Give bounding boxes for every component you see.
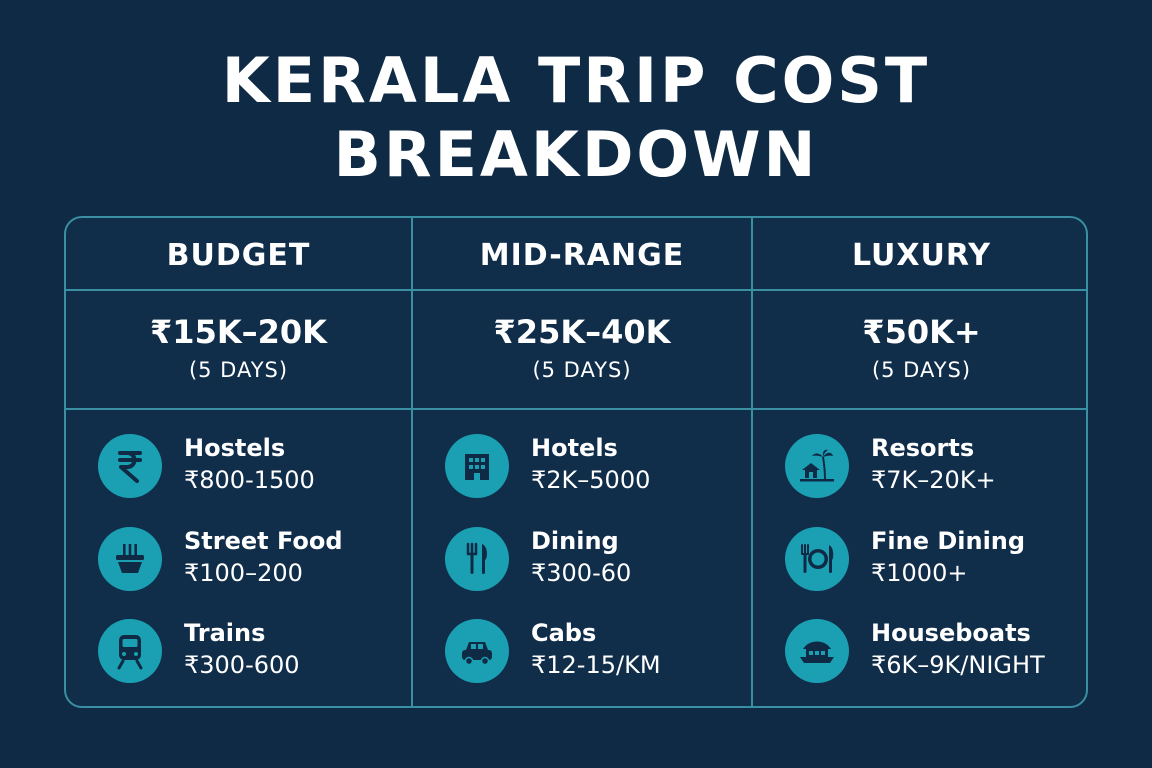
resort-palm-icon xyxy=(785,434,849,498)
item-name: Dining xyxy=(531,527,619,555)
rupee-icon xyxy=(98,434,162,498)
tier-price: ₹15K–20K xyxy=(150,313,327,351)
fine-dining-plate-icon xyxy=(785,527,849,591)
tier-price: ₹25K–40K xyxy=(493,313,671,351)
tier-duration: (5 DAYS) xyxy=(188,358,289,382)
cost-item-houseboats: Houseboats ₹6K–9K/NIGHT xyxy=(785,619,1085,687)
cost-item-fine-dining: Fine Dining ₹1000+ xyxy=(785,527,1085,595)
page-title-line-1: KERALA TRIP COST xyxy=(221,44,931,117)
item-name: Trains xyxy=(184,619,266,647)
tier-price: ₹50K+ xyxy=(862,313,981,351)
cost-breakdown-table: BUDGET ₹15K–20K (5 DAYS) Hostels ₹800-15… xyxy=(64,216,1088,708)
item-name: Hotels xyxy=(531,434,618,462)
item-name: Street Food xyxy=(184,527,343,555)
cutlery-icon xyxy=(445,527,509,591)
item-name: Hostels xyxy=(184,434,286,462)
item-name: Cabs xyxy=(531,619,597,647)
item-price: ₹800-1500 xyxy=(184,466,315,494)
cost-item-dining: Dining ₹300-60 xyxy=(445,527,745,595)
item-price: ₹6K–9K/NIGHT xyxy=(871,651,1045,679)
tier-name: LUXURY xyxy=(851,238,992,273)
tier-luxury: LUXURY ₹50K+ (5 DAYS) Resorts ₹7K–20K+ xyxy=(753,218,1086,706)
item-price: ₹100–200 xyxy=(184,559,303,587)
item-price: ₹2K–5000 xyxy=(531,466,651,494)
tier-name: BUDGET xyxy=(166,238,311,273)
column-divider-1 xyxy=(411,218,413,706)
tier-duration: (5 DAYS) xyxy=(532,358,632,382)
item-price: ₹12-15/KM xyxy=(531,651,661,679)
cost-item-cabs: Cabs ₹12-15/KM xyxy=(445,619,745,687)
page-title-line-2: BREAKDOWN xyxy=(333,118,819,191)
hotel-icon xyxy=(445,434,509,498)
item-price: ₹1000+ xyxy=(871,559,968,587)
tier-name: MID-RANGE xyxy=(479,238,685,273)
item-price: ₹300-60 xyxy=(531,559,632,587)
tier-mid-range: MID-RANGE ₹25K–40K (5 DAYS) Hotels ₹2K–5… xyxy=(413,218,751,706)
street-food-icon xyxy=(98,527,162,591)
item-price: ₹300-600 xyxy=(184,651,300,679)
header-divider xyxy=(66,289,1086,291)
cost-item-street-food: Street Food ₹100–200 xyxy=(98,527,398,595)
column-divider-2 xyxy=(751,218,753,706)
price-divider xyxy=(66,408,1086,410)
cost-item-trains: Trains ₹300-600 xyxy=(98,619,398,687)
train-icon xyxy=(98,619,162,683)
cost-item-hotels: Hotels ₹2K–5000 xyxy=(445,434,745,502)
tier-duration: (5 DAYS) xyxy=(871,358,972,382)
item-name: Houseboats xyxy=(871,619,1031,647)
item-price: ₹7K–20K+ xyxy=(871,466,996,494)
houseboat-icon xyxy=(785,619,849,683)
cost-item-resorts: Resorts ₹7K–20K+ xyxy=(785,434,1085,502)
tier-budget: BUDGET ₹15K–20K (5 DAYS) Hostels ₹800-15… xyxy=(66,218,411,706)
cost-item-hostels: Hostels ₹800-1500 xyxy=(98,434,398,502)
car-icon xyxy=(445,619,509,683)
item-name: Fine Dining xyxy=(871,527,1026,555)
item-name: Resorts xyxy=(871,434,975,462)
